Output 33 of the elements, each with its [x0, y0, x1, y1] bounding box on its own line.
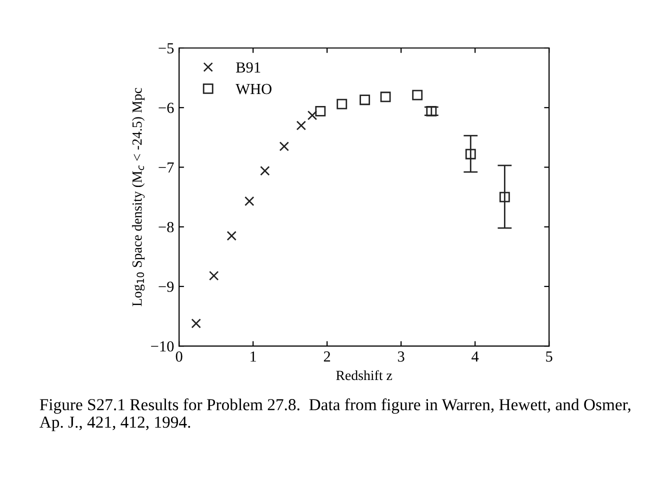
y-tick-label: −6: [158, 102, 174, 114]
y-tick-label: −5: [158, 43, 174, 54]
point: [260, 166, 270, 176]
x-tick-label: 1: [250, 351, 256, 362]
point: [426, 106, 437, 116]
point: [315, 106, 326, 116]
x-tick-label: 2: [324, 351, 330, 362]
x-axis-title: Redshift z: [336, 370, 392, 380]
y-tick-label: −10: [151, 341, 174, 352]
point: [296, 120, 306, 130]
x-tick-label: 3: [398, 351, 404, 362]
legend-label: WHO: [236, 84, 272, 94]
caption: Figure S27.1 Results for Problem 27.8. Data from figure in Warren, Hewett, and Osmer, Ap. J., 421, 412, 1994.: [40, 398, 630, 432]
point: [209, 270, 219, 281]
legend-label: B91: [236, 62, 260, 73]
point: [226, 230, 236, 241]
point: [465, 148, 476, 160]
y-axis-title: Log$_{10}$ Space density (M$_{c}$ < -24.5) Mpc: [132, 88, 145, 306]
x-tick-label: 0: [176, 351, 182, 362]
point: [360, 94, 370, 106]
y-tick-label: −8: [158, 222, 174, 232]
y-tick-label: −7: [158, 162, 174, 173]
point: [191, 318, 201, 328]
x-tick-label: 4: [472, 351, 479, 362]
point: [412, 90, 423, 100]
x-tick-label: 5: [546, 352, 552, 362]
point: [244, 196, 254, 206]
point: [307, 110, 318, 120]
point: [279, 142, 290, 152]
point: [380, 92, 391, 102]
y-tick-label: −9: [158, 282, 174, 292]
point: [499, 192, 510, 202]
point: [336, 98, 348, 110]
